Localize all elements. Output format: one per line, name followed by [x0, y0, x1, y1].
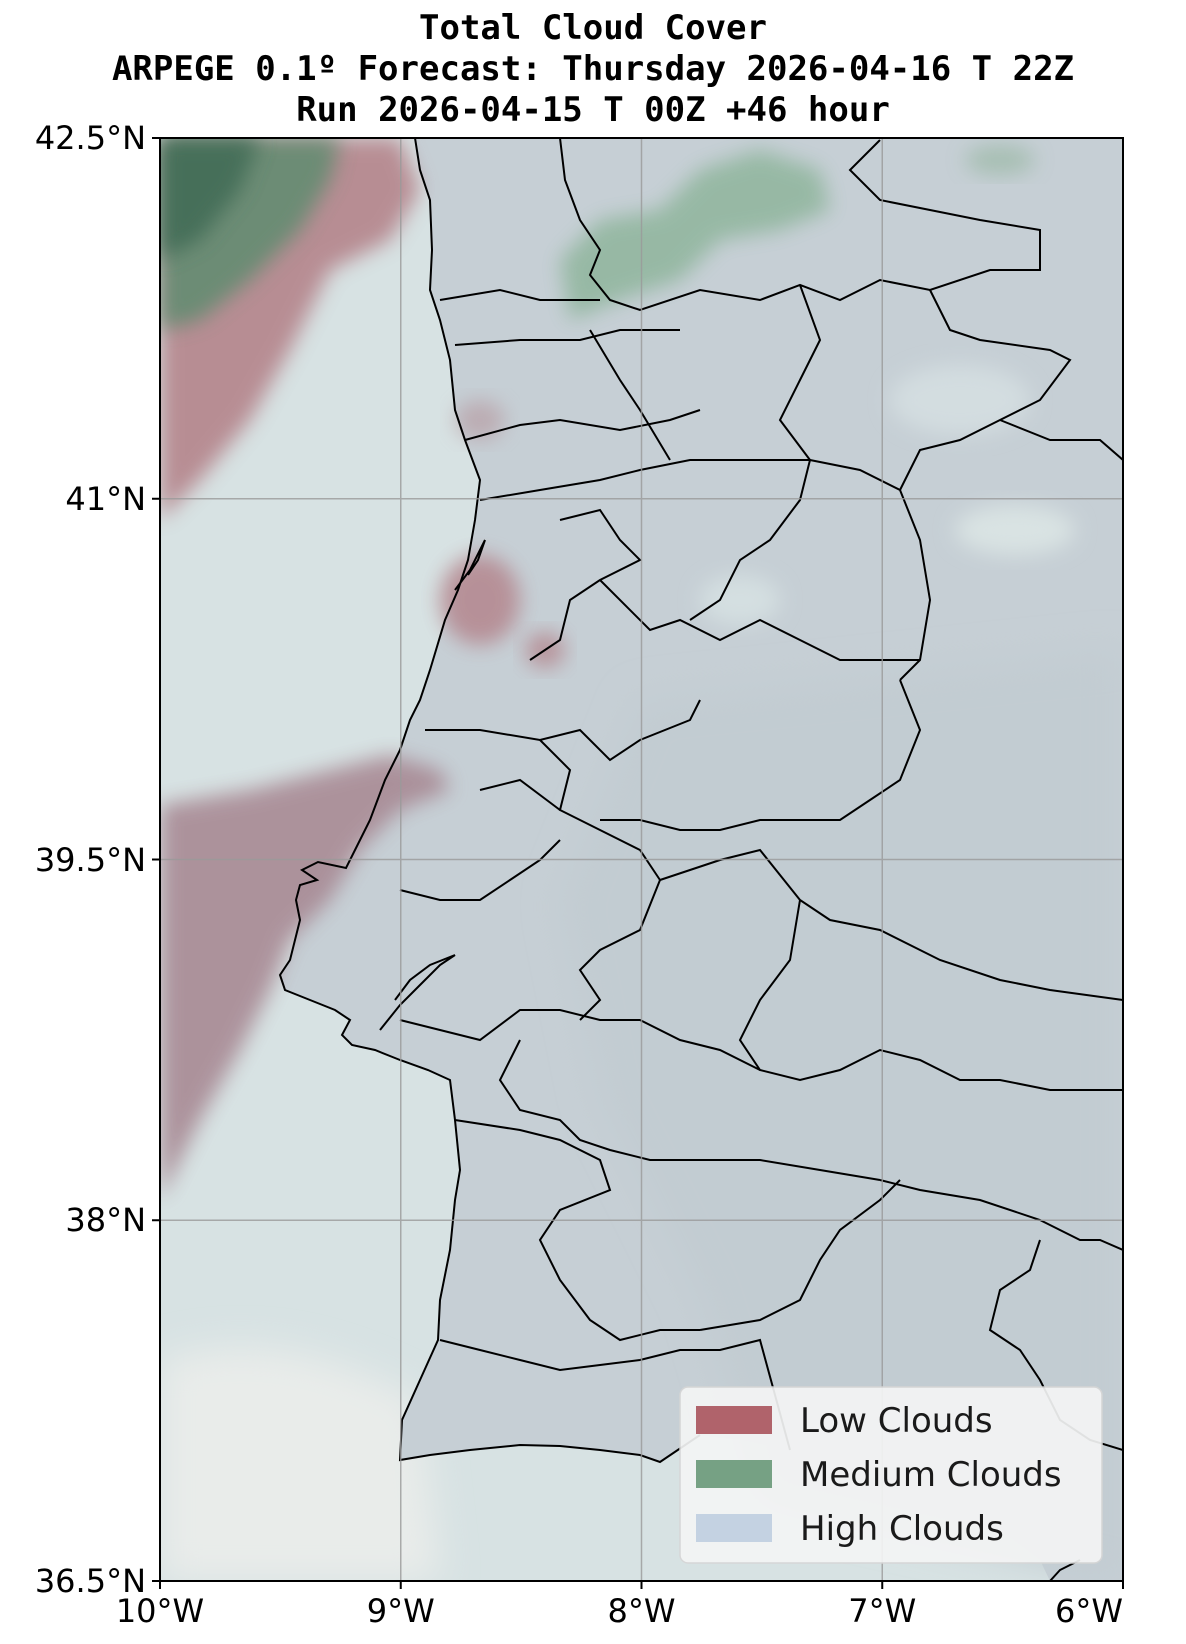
legend-swatch-medium	[696, 1460, 772, 1488]
map-title: Total Cloud Cover ARPEGE 0.1º Forecast: …	[0, 8, 1186, 131]
district-line	[439, 1338, 791, 1451]
district-line	[464, 409, 701, 441]
district-line	[600, 679, 922, 831]
lat-tick-label: 36.5°N	[35, 1562, 146, 1600]
lat-axis: 42.5°N 41°N 39.5°N 38°N 36.5°N	[35, 119, 160, 1600]
title-line-1: Total Cloud Cover	[419, 8, 767, 48]
low-cloud-central	[160, 755, 450, 1200]
district-line	[659, 848, 1123, 1001]
clear-patch	[700, 575, 780, 625]
lon-axis: 10°W 9°W 8°W 7°W 6°W	[116, 1581, 1124, 1630]
map-area	[160, 138, 1123, 1581]
district-line	[699, 1179, 901, 1331]
legend-label-medium: Medium Clouds	[800, 1455, 1062, 1495]
low-cloud-patch	[440, 555, 520, 645]
medium-cloud-patch	[965, 145, 1035, 175]
district-line	[539, 739, 661, 881]
district-line	[999, 419, 1123, 461]
district-line	[454, 329, 680, 346]
district-line	[578, 879, 661, 1021]
gridlines	[160, 138, 1123, 1581]
spain-border	[559, 138, 1041, 312]
title-line-2: ARPEGE 0.1º Forecast: Thursday 2026-04-1…	[111, 49, 1075, 89]
clear-patch	[890, 365, 1030, 435]
medium-cloud-northeast	[560, 150, 830, 320]
lon-tick-label: 6°W	[1055, 1592, 1123, 1630]
lon-tick-label: 10°W	[116, 1592, 204, 1630]
clear-sky-area	[160, 1347, 440, 1581]
legend-box	[679, 1386, 1103, 1564]
district-line	[399, 839, 561, 901]
coastline	[278, 138, 701, 1464]
lat-tick-label: 39.5°N	[35, 841, 146, 879]
title-line-3: Run 2026-04-15 T 00Z +46 hour	[296, 90, 890, 130]
district-line	[399, 1009, 761, 1071]
district-line	[479, 459, 810, 501]
legend-swatch-high	[696, 1514, 772, 1542]
aveiro-lagoon	[454, 539, 486, 591]
district-line	[589, 329, 671, 461]
legend: Low Clouds Medium Clouds High Clouds	[679, 1386, 1103, 1564]
district-line	[529, 508, 642, 661]
district-line	[599, 579, 920, 661]
district-line	[439, 288, 600, 301]
lat-tick-label: 42.5°N	[35, 119, 146, 157]
district-line	[425, 699, 701, 762]
borders	[278, 138, 1123, 1581]
district-line	[899, 289, 1072, 491]
lon-tick-label: 8°W	[608, 1592, 676, 1630]
clear-patch	[955, 505, 1075, 555]
lon-tick-label: 9°W	[367, 1592, 435, 1630]
district-line	[479, 778, 561, 811]
lat-tick-label: 41°N	[65, 480, 146, 518]
medium-cloud-dense	[160, 138, 260, 260]
district-line	[738, 899, 1123, 1091]
lat-tick-label: 38°N	[65, 1201, 146, 1239]
legend-swatch-low	[696, 1406, 772, 1434]
district-line	[498, 1039, 881, 1181]
legend-label-low: Low Clouds	[800, 1401, 993, 1441]
district-line	[689, 284, 822, 621]
legend-label-high: High Clouds	[800, 1509, 1004, 1549]
low-cloud-patch	[455, 400, 505, 440]
lon-tick-label: 7°W	[848, 1592, 916, 1630]
district-line	[454, 1119, 700, 1342]
tagus-estuary	[379, 954, 456, 1031]
inland-overcast	[560, 650, 1123, 1581]
